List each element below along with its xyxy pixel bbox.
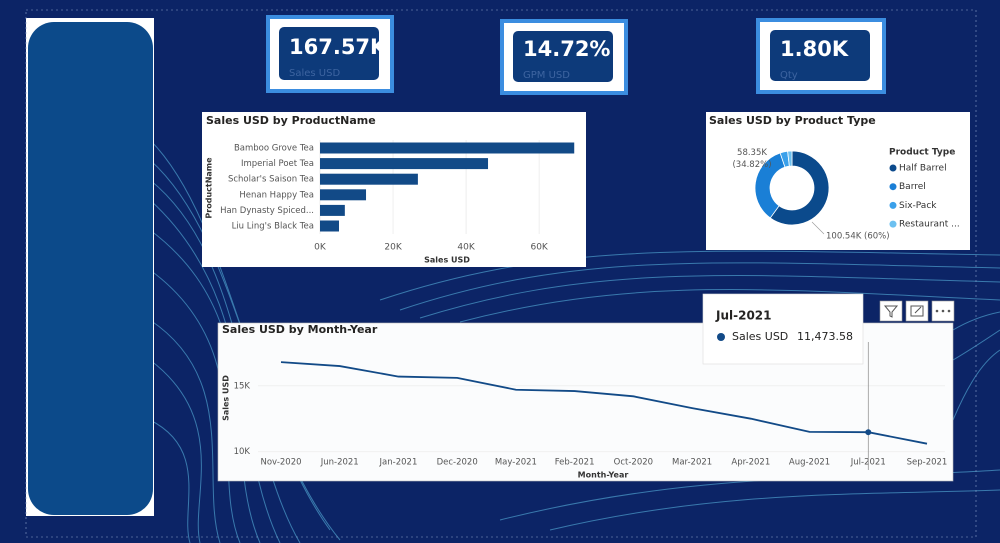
bar [320, 142, 575, 154]
y-axis-title: ProductName [205, 157, 214, 219]
side-nav[interactable] [28, 22, 153, 515]
visual-header [879, 300, 955, 322]
filter-icon [883, 305, 899, 318]
kpi-cards: 167.57K Sales USD 14.72% GPM USD 1.80K Q… [266, 15, 886, 95]
legend-marker [889, 201, 897, 209]
kpi-label: Sales USD [289, 68, 340, 79]
chart-title: Sales USD by ProductName [206, 114, 376, 127]
x-tick-label: Mar-2021 [672, 458, 712, 468]
legend-label: Restaurant ... [899, 220, 960, 230]
legend-marker [889, 164, 897, 172]
x-tick-label: Nov-2020 [260, 458, 301, 468]
dot [941, 309, 945, 313]
chart-title: Sales USD by Product Type [709, 114, 876, 127]
filter-button[interactable] [879, 300, 903, 322]
tooltip-label: Sales USD [732, 330, 788, 343]
bar [320, 189, 367, 201]
tooltip-title: Jul-2021 [715, 309, 772, 323]
y-tick-label: Han Dynasty Spiced... [220, 206, 314, 216]
y-tick-label: Henan Happy Tea [239, 190, 314, 200]
donut-slice [787, 150, 793, 167]
bar [320, 204, 345, 216]
y-tick-label: 15K [234, 381, 251, 391]
line-series [280, 361, 928, 445]
kpi-value: 1.80K [780, 37, 849, 61]
bar [320, 158, 489, 170]
y-tick-label: Imperial Poet Tea [241, 159, 314, 169]
kpi-card-inner [770, 30, 870, 81]
donut-slice [769, 150, 830, 226]
y-tick-label: Scholar's Saison Tea [228, 175, 314, 185]
kpi-value: 14.72% [523, 37, 610, 61]
bar [320, 173, 418, 185]
tooltip [702, 293, 864, 365]
x-tick-label: Feb-2021 [555, 458, 595, 468]
x-tick-label: Apr-2021 [731, 458, 770, 468]
x-tick-label: Dec-2020 [437, 458, 478, 468]
data-label: 58.35K (34.82%) [732, 148, 771, 170]
dot [935, 309, 939, 313]
x-tick-label: Jun-2021 [320, 458, 359, 468]
canvas-border [25, 9, 977, 538]
data-label: 100.54K (60%) [826, 232, 890, 242]
kpi-value: 167.57K [289, 35, 387, 59]
legend-marker [889, 220, 897, 228]
x-tick-label: Jul-2021 [850, 458, 886, 468]
chart-title: Sales USD by Month-Year [222, 323, 378, 336]
x-tick-label: Aug-2021 [789, 458, 830, 468]
x-tick-label: Sep-2021 [907, 458, 948, 468]
x-tick-label: 60K [530, 243, 548, 253]
y-tick-label: 10K [234, 447, 251, 457]
tooltip-marker [717, 333, 725, 341]
kpi-card-inner [513, 31, 613, 82]
bar [320, 220, 339, 232]
legend-label: Six-Pack [899, 201, 937, 211]
x-tick-label: May-2021 [495, 458, 537, 468]
y-axis-title: Sales USD [222, 375, 231, 421]
x-tick-label: Jan-2021 [379, 458, 418, 468]
x-axis-title: Sales USD [424, 256, 470, 265]
y-tick-label: Bamboo Grove Tea [234, 144, 314, 154]
hover-point [865, 429, 872, 436]
x-tick-label: Oct-2020 [614, 458, 653, 468]
legend-marker [889, 183, 897, 191]
kpi-label: GPM USD [523, 70, 570, 81]
donut-panel [706, 112, 970, 250]
x-tick-label: 40K [457, 243, 475, 253]
x-tick-label: 20K [384, 243, 402, 253]
kpi-card-inner [279, 27, 379, 80]
legend-title: Product Type [889, 148, 955, 158]
dot [947, 309, 951, 313]
focus-icon [910, 305, 924, 317]
x-axis-title: Month-Year [578, 471, 629, 480]
legend-label: Barrel [899, 182, 926, 192]
kpi-label: Qty [780, 70, 798, 81]
legend-label: Half Barrel [899, 164, 947, 174]
x-tick-label: 0K [314, 243, 327, 253]
tooltip-value: 11,473.58 [797, 330, 853, 343]
leader-line [811, 221, 825, 235]
y-tick-label: Liu Ling's Black Tea [232, 222, 314, 232]
bar-panel [202, 112, 586, 267]
